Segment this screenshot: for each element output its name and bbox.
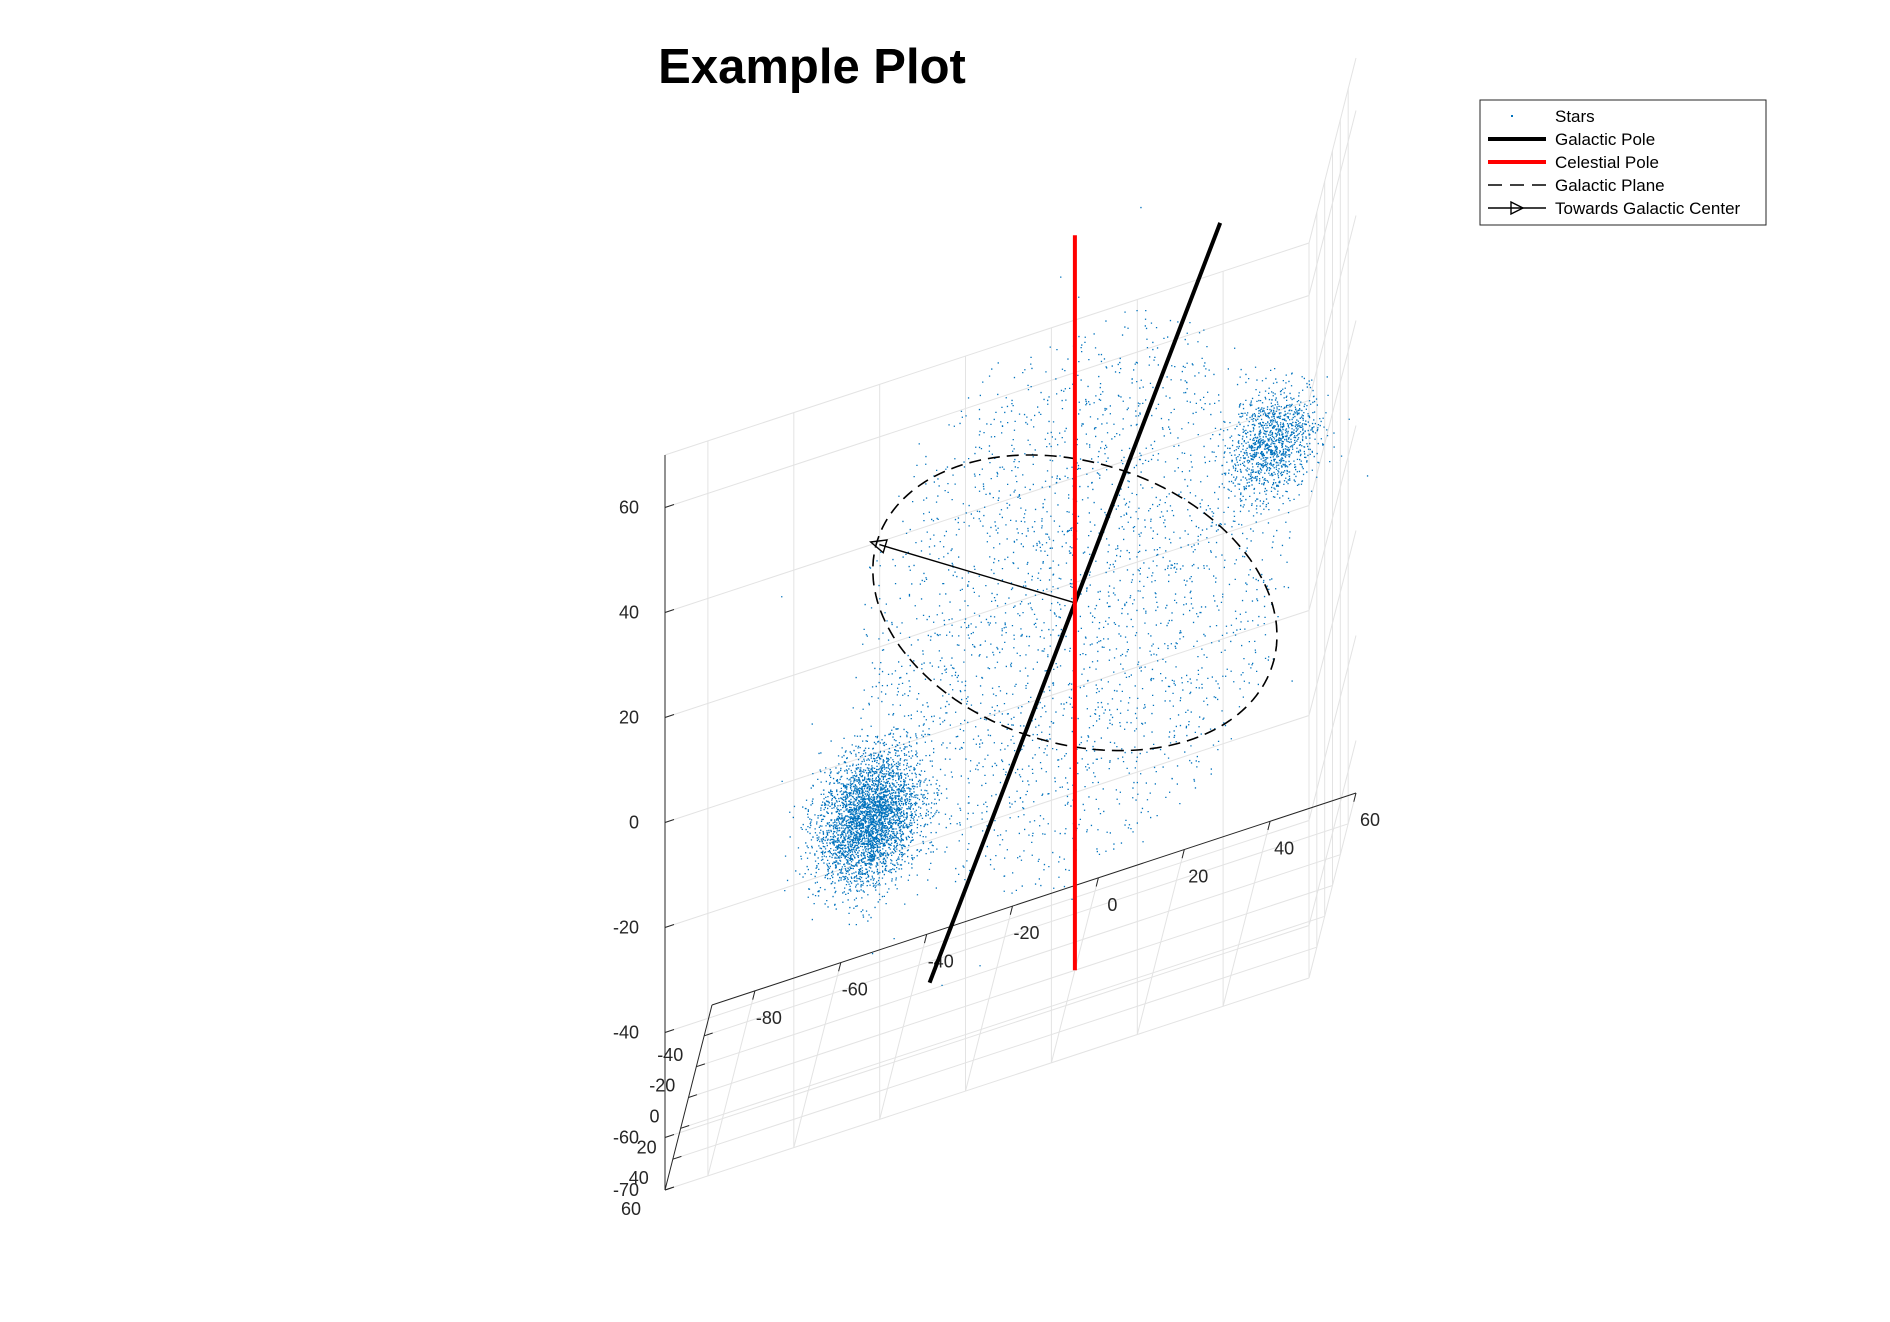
x-tick-label: -40 — [657, 1045, 683, 1065]
grid-line-x — [664, 977, 1310, 1191]
grid-line-edge — [664, 242, 1310, 456]
x-tick — [696, 1063, 706, 1068]
z-tick-label: 60 — [619, 498, 639, 518]
grid-line-x — [680, 915, 1325, 1129]
y-tick — [924, 934, 928, 944]
grid-line-z — [664, 295, 1310, 508]
z-tick — [664, 819, 675, 823]
legend: Stars Galactic Pole Celestial Pole Galactic… — [1479, 99, 1767, 226]
y-tick-label: 0 — [1107, 895, 1117, 915]
x-tick — [664, 1186, 674, 1191]
z-tick-label: 20 — [619, 708, 639, 728]
y-tick-label: 20 — [1188, 867, 1208, 887]
y-axis-line — [711, 792, 1357, 1006]
x-tick — [680, 1125, 690, 1129]
legend-label: Galactic Plane — [1555, 176, 1665, 195]
z-tick — [664, 504, 675, 508]
series-towards-galactic-center — [879, 543, 1076, 604]
y-tick-label: 40 — [1274, 838, 1294, 858]
axes: -60-40-200204060-70-40-200204060-80-60-4… — [613, 455, 1380, 1219]
z-tick — [664, 1134, 675, 1138]
grid-line-edge — [1308, 57, 1357, 244]
legend-entry: Galactic Plane — [1488, 176, 1665, 195]
y-tick — [1181, 849, 1185, 859]
grid-lines — [664, 57, 1357, 1191]
series-galactic-plane — [871, 454, 1278, 752]
x-tick-label: -20 — [649, 1076, 675, 1096]
legend-entry: Celestial Pole — [1488, 153, 1659, 172]
legend-label: Stars — [1555, 107, 1595, 126]
legend-swatch-stars — [1511, 115, 1513, 117]
legend-label: Celestial Pole — [1555, 153, 1659, 172]
grid-line-z — [664, 610, 1310, 823]
z-tick-label: -60 — [613, 1128, 639, 1148]
y-tick — [1267, 821, 1271, 831]
legend-entry: Towards Galactic Center — [1488, 199, 1741, 218]
grid-line-x — [672, 946, 1317, 1160]
y-tick-label: 60 — [1360, 810, 1380, 830]
grid-line-x — [696, 854, 1341, 1068]
y-tick — [1353, 792, 1357, 802]
grid-line-z — [664, 925, 1310, 1138]
grid-line-z — [664, 715, 1310, 928]
legend-label: Towards Galactic Center — [1555, 199, 1741, 218]
x-tick-label: 60 — [621, 1199, 641, 1219]
grid-line-x — [704, 823, 1349, 1037]
z-tick — [664, 1029, 675, 1033]
z-tick — [664, 609, 675, 613]
legend-entry: Galactic Pole — [1488, 130, 1655, 149]
legend-swatch-arrow — [1510, 200, 1525, 216]
z-tick-label: -20 — [613, 918, 639, 938]
z-tick — [664, 714, 675, 718]
z-tick-label: -70 — [613, 1180, 639, 1200]
y-tick — [838, 962, 842, 972]
y-tick — [1009, 905, 1013, 915]
x-tick-label: 20 — [637, 1137, 657, 1157]
grid-line-z — [664, 820, 1310, 1033]
y-tick-label: -60 — [842, 980, 868, 1000]
z-tick-label: -40 — [613, 1023, 639, 1043]
grid-line-z — [664, 505, 1310, 718]
x-tick-label: 0 — [649, 1107, 659, 1127]
z-tick — [664, 924, 675, 928]
y-tick-label: -80 — [756, 1008, 782, 1028]
grid-line-x — [688, 885, 1333, 1098]
chart-title: Example Plot — [658, 40, 966, 94]
x-tick — [704, 1032, 713, 1037]
series-towards-galactic-center-marker — [869, 539, 888, 554]
z-tick-label: 0 — [629, 813, 639, 833]
y-tick — [1095, 877, 1099, 887]
y-tick — [752, 990, 756, 1000]
x-tick — [688, 1094, 698, 1098]
x-tick-label: 40 — [629, 1168, 649, 1188]
data-series — [781, 206, 1369, 986]
y-tick-label: -20 — [1013, 923, 1039, 943]
z-tick-label: 40 — [619, 603, 639, 623]
legend-entry: Stars — [1511, 107, 1595, 126]
legend-label: Galactic Pole — [1555, 130, 1655, 149]
grid-line-z — [664, 400, 1310, 613]
x-tick — [672, 1155, 682, 1160]
